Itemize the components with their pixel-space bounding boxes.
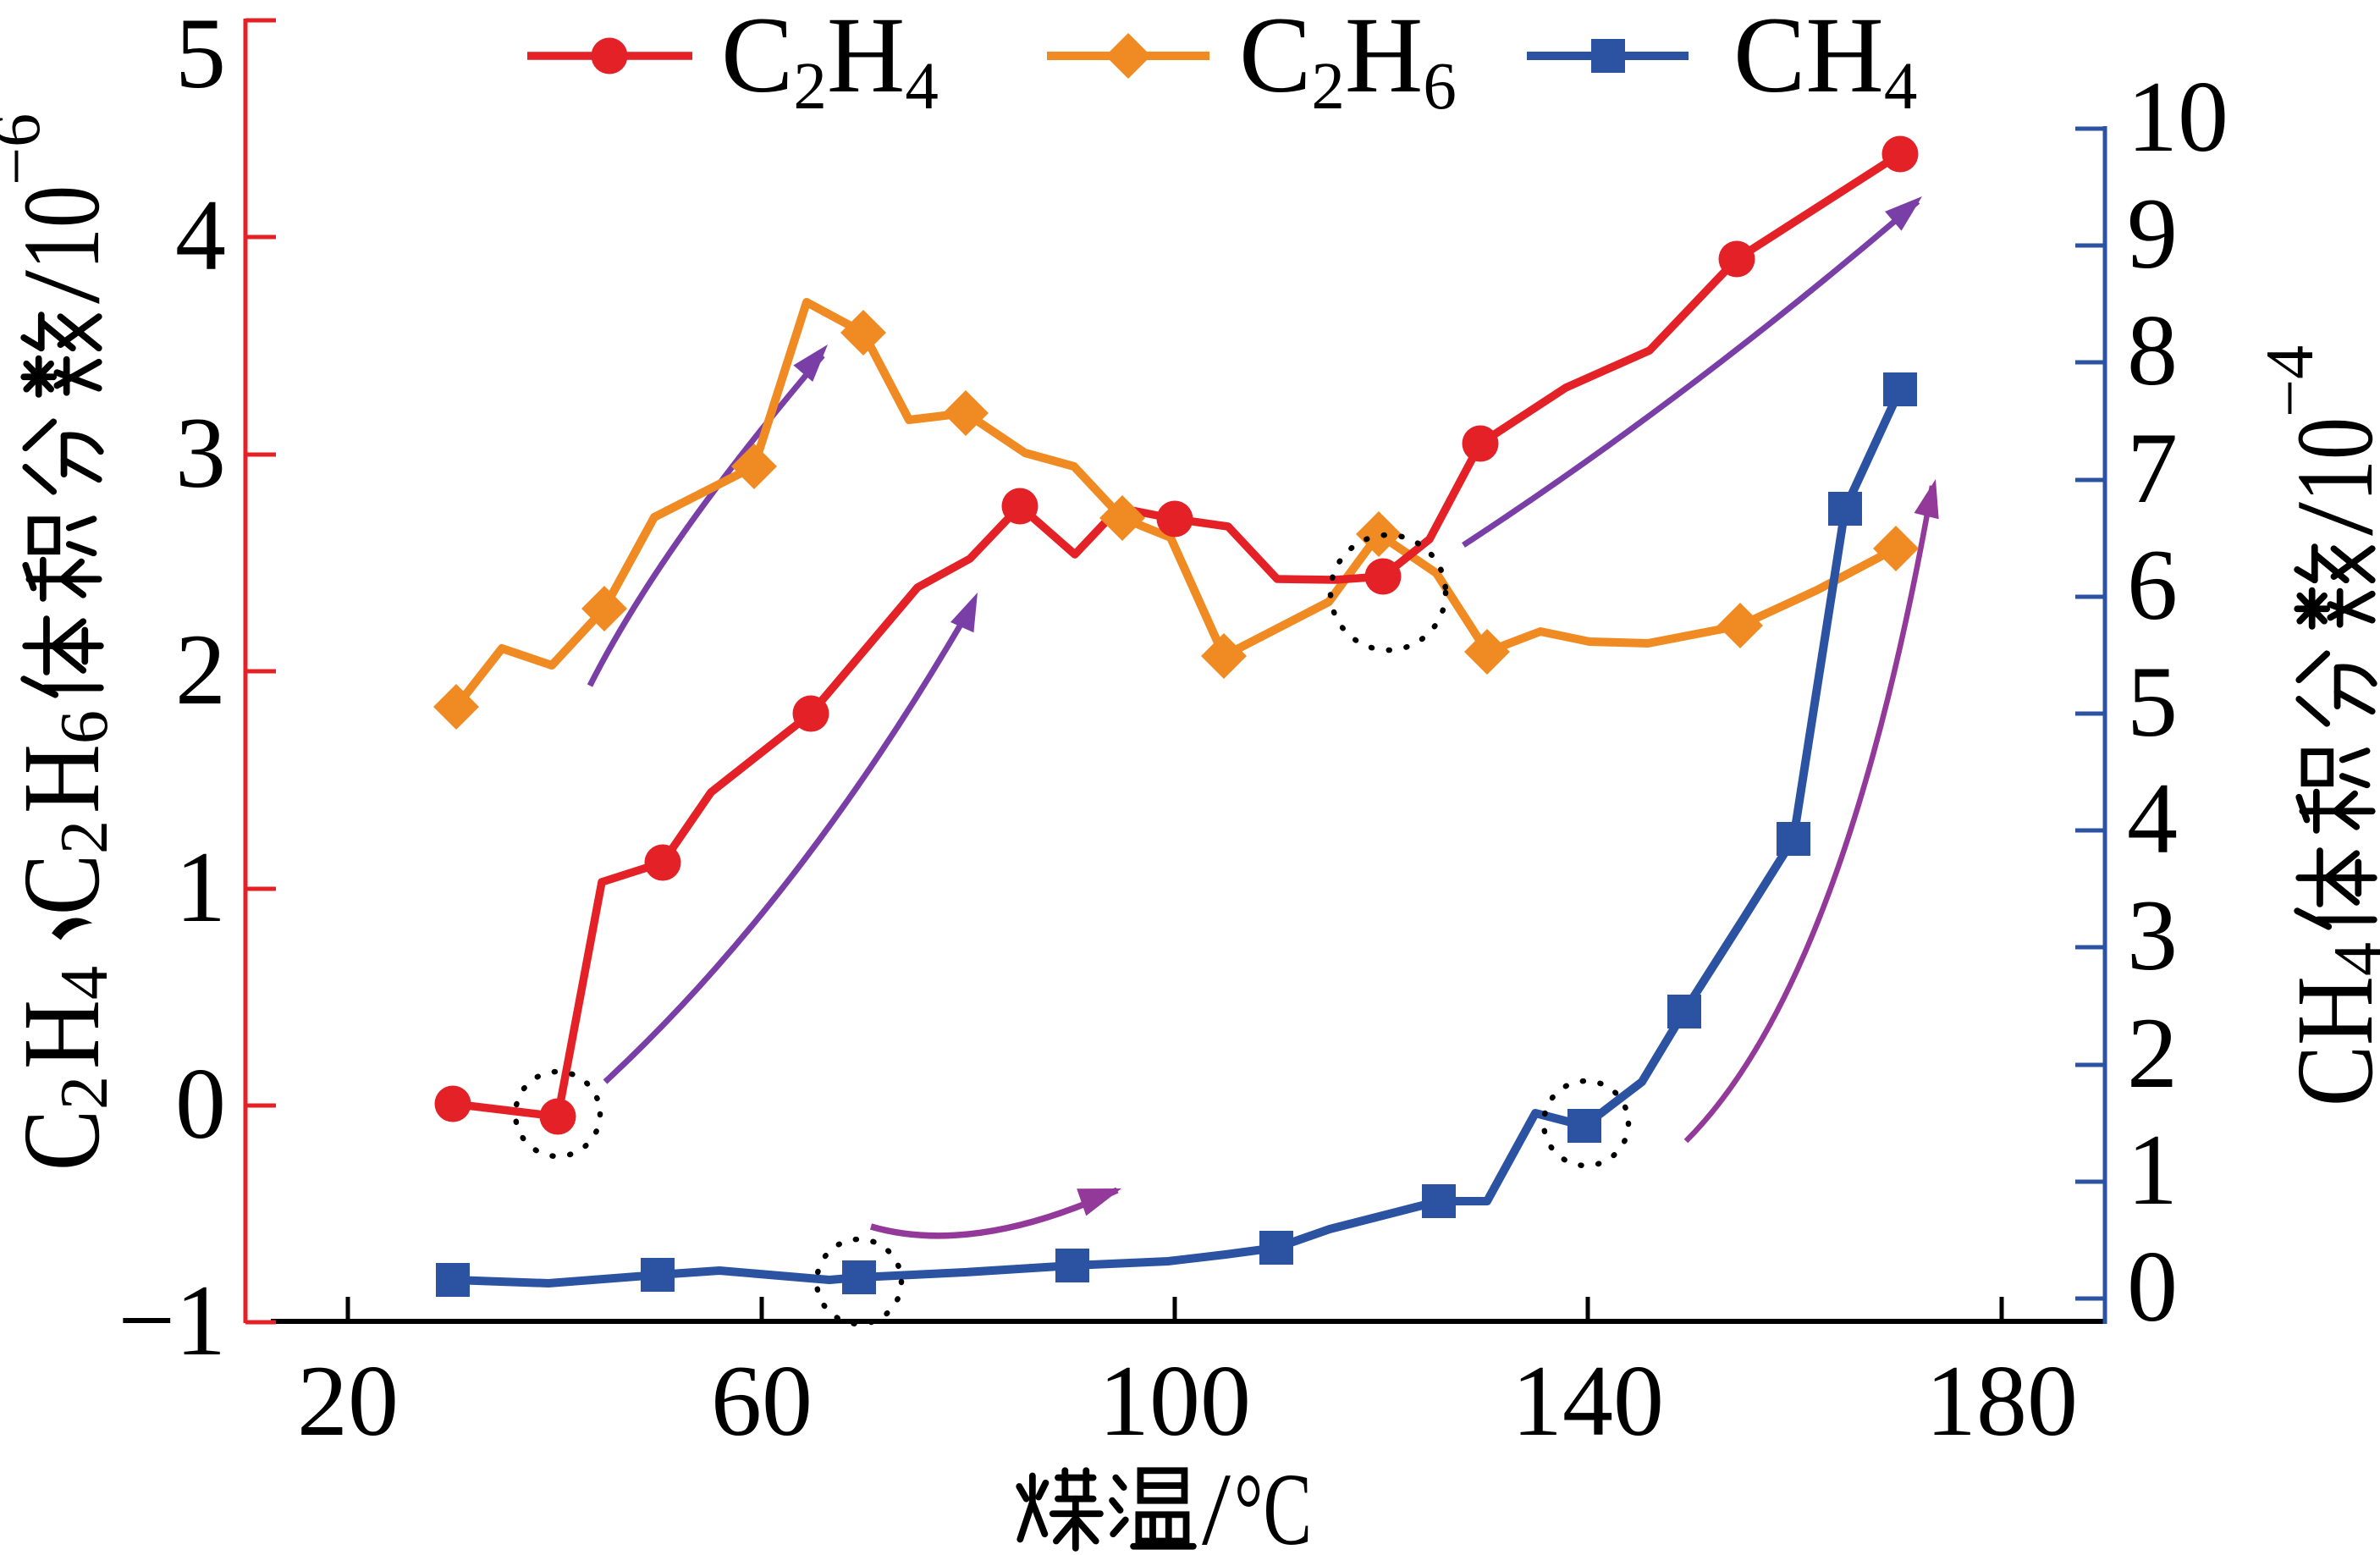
- svg-text:C: C: [1, 1110, 123, 1171]
- svg-text:°C: °C: [1234, 1453, 1312, 1555]
- svg-text:H: H: [1, 744, 123, 813]
- svg-text:9: 9: [2127, 177, 2178, 289]
- svg-text:180: 180: [1925, 1344, 2078, 1457]
- svg-text:10: 10: [2274, 417, 2380, 502]
- svg-text:8: 8: [2127, 294, 2178, 406]
- svg-text:0: 0: [175, 1047, 226, 1160]
- svg-text:H: H: [2274, 976, 2380, 1045]
- svg-text:4: 4: [2127, 762, 2178, 874]
- svg-text:C: C: [2274, 1045, 2380, 1106]
- svg-text:1: 1: [175, 830, 226, 943]
- svg-text:2: 2: [175, 613, 226, 725]
- svg-text:4: 4: [175, 179, 226, 291]
- svg-text:1: 1: [2127, 1113, 2178, 1226]
- svg-text:5: 5: [2127, 645, 2178, 758]
- svg-text:C: C: [1, 854, 123, 915]
- svg-text:−6: −6: [0, 113, 54, 185]
- svg-text:−1: −1: [118, 1264, 226, 1376]
- svg-text:140: 140: [1512, 1344, 1664, 1457]
- svg-text:100: 100: [1099, 1344, 1251, 1457]
- svg-text:0: 0: [2127, 1230, 2178, 1343]
- svg-text:2: 2: [2127, 996, 2178, 1109]
- svg-text:60: 60: [711, 1344, 813, 1457]
- svg-text:4: 4: [47, 966, 122, 1000]
- svg-text:20: 20: [297, 1344, 399, 1457]
- svg-text:C2H4: C2H4: [721, 0, 939, 124]
- svg-text:3: 3: [175, 396, 226, 509]
- svg-text:7: 7: [2127, 411, 2178, 524]
- svg-text:3: 3: [2127, 879, 2178, 991]
- svg-text:2: 2: [47, 820, 122, 854]
- svg-text:6: 6: [2127, 528, 2178, 641]
- svg-text:−4: −4: [2253, 345, 2328, 417]
- svg-text:5: 5: [175, 0, 226, 109]
- svg-text:CH4: CH4: [1733, 0, 1917, 124]
- svg-text:10: 10: [2127, 60, 2228, 173]
- svg-text:6: 6: [47, 710, 122, 744]
- svg-text:/: /: [2274, 501, 2380, 536]
- svg-text:/: /: [1202, 1453, 1231, 1555]
- svg-text:/: /: [1, 269, 123, 304]
- svg-text:2: 2: [47, 1076, 122, 1110]
- svg-text:10: 10: [1, 185, 123, 270]
- svg-text:H: H: [1, 1000, 123, 1069]
- svg-text:C2H6: C2H6: [1239, 0, 1457, 124]
- svg-text:4: 4: [2321, 942, 2380, 976]
